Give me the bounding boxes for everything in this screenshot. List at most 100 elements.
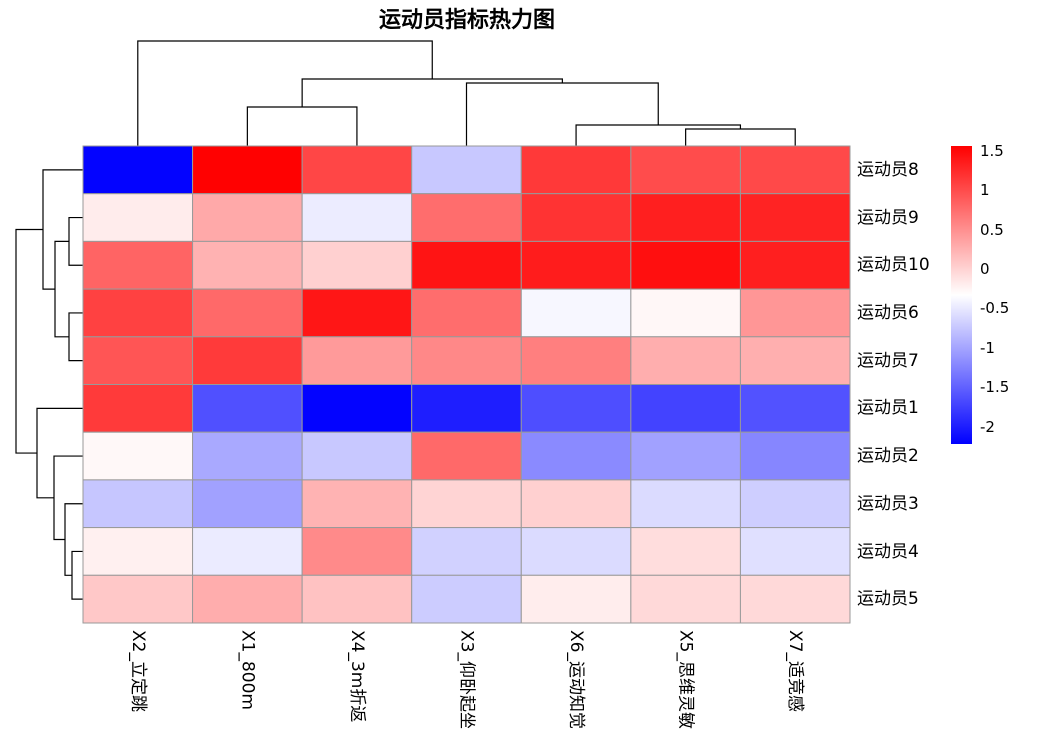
heatmap-cell: [192, 527, 303, 576]
column-dendrogram: [137, 40, 796, 146]
heatmap-cell: [520, 145, 632, 195]
heatmap-cell: [630, 384, 741, 433]
row-dendrogram-link: [71, 550, 83, 600]
heatmap-cell: [411, 431, 522, 481]
row-label: 运动员10: [857, 255, 930, 276]
column-label: X3_仰卧起坐: [456, 630, 477, 729]
row-label: 运动员7: [857, 350, 919, 371]
heatmap-cell: [82, 145, 194, 195]
heatmap-cell: [192, 574, 303, 624]
heatmap-cell: [192, 240, 303, 290]
heatmap-cell: [520, 574, 632, 624]
heatmap-cell: [520, 527, 632, 576]
row-label: 运动员8: [857, 159, 919, 180]
heatmap-cell: [301, 288, 413, 338]
heatmap-cell: [739, 431, 851, 481]
heatmap-cell: [301, 240, 413, 290]
heatmap-cell: [82, 384, 194, 433]
heatmap-cell: [739, 479, 851, 529]
column-label: X7_适竞感: [785, 630, 806, 712]
column-dendrogram-link: [137, 40, 433, 146]
column-dendrogram-link: [685, 128, 796, 146]
column-label: X2_立定跳: [127, 630, 148, 712]
column-dendrogram-link: [465, 82, 659, 146]
row-dendrogram-link: [15, 228, 43, 454]
heatmap-cell: [301, 145, 413, 195]
heatmap-cell: [192, 288, 303, 338]
heatmap-cell: [411, 145, 522, 195]
heatmap-cell: [630, 193, 741, 242]
legend-tick-label: 1.5: [980, 141, 1004, 160]
heatmap-cell: [301, 574, 413, 624]
heatmap-cell: [739, 527, 851, 576]
heatmap-cell: [630, 240, 741, 290]
heatmap-cell: [411, 527, 522, 576]
heatmap-cell: [192, 384, 303, 433]
heatmap-cell: [739, 384, 851, 433]
heatmap-cell: [301, 479, 413, 529]
heatmap-cell: [520, 288, 632, 338]
heatmap-cell: [82, 336, 194, 385]
heatmap-cell: [411, 288, 522, 338]
heatmap-cell: [301, 336, 413, 385]
heatmap-cell: [739, 574, 851, 624]
heatmap-cell: [630, 336, 741, 385]
row-label: 运动员4: [857, 541, 919, 562]
row-label: 运动员1: [857, 398, 919, 419]
heatmap-cell: [192, 431, 303, 481]
heatmap-cell: [520, 479, 632, 529]
heatmap-cell: [192, 145, 303, 195]
legend-color-bar: [951, 146, 972, 444]
heatmap-cell: [82, 431, 194, 481]
heatmap-cell: [630, 145, 741, 195]
row-label: 运动员2: [857, 446, 919, 467]
heatmap-cell: [301, 431, 413, 481]
heatmap-cell: [192, 193, 303, 242]
heatmap-cell: [411, 336, 522, 385]
heatmap-cell: [192, 336, 303, 385]
row-dendrogram-link: [54, 240, 69, 338]
heatmap-cell: [739, 145, 851, 195]
legend-tick-label: 0: [980, 260, 990, 278]
row-dendrogram-link: [42, 169, 83, 290]
row-dendrogram-link: [64, 503, 83, 576]
heatmap-cell: [411, 574, 522, 624]
row-label: 运动员5: [857, 589, 919, 610]
heatmap-cell: [301, 527, 413, 576]
heatmap-cell: [520, 240, 632, 290]
heatmap-cell: [411, 479, 522, 529]
row-dendrogram-link: [68, 312, 83, 362]
heatmap-cell: [520, 431, 632, 481]
heatmap-cell: [630, 527, 741, 576]
row-dendrogram: [15, 169, 83, 600]
heatmap-cell: [301, 193, 413, 242]
heatmap-cell: [411, 384, 522, 433]
heatmap-cell: [411, 193, 522, 242]
heatmap-cell: [739, 240, 851, 290]
heatmap-cell: [630, 479, 741, 529]
legend-tick-label: 0.5: [980, 220, 1004, 239]
legend-tick-label: -2: [980, 417, 995, 436]
heatmap-cell: [82, 240, 194, 290]
column-label: X4_3m折返: [346, 630, 367, 723]
row-dendrogram-link: [53, 455, 83, 541]
legend-tick-label: -1.5: [980, 378, 1010, 397]
heatmap-cell: [520, 193, 632, 242]
heatmap-cell: [192, 479, 303, 529]
chart-title: 运动员指标热力图: [378, 8, 555, 33]
heatmap-cell: [82, 574, 194, 624]
column-dendrogram-link: [246, 106, 358, 146]
heatmap-cells: [82, 145, 851, 624]
heatmap-cell: [520, 336, 632, 385]
heatmap-cell: [82, 527, 194, 576]
legend-tick-label: -1: [980, 338, 995, 357]
heatmap-cell: [739, 288, 851, 338]
heatmap-cell: [411, 240, 522, 290]
row-label: 运动员6: [857, 303, 919, 323]
row-dendrogram-link: [68, 216, 83, 266]
color-legend: [951, 146, 972, 444]
column-dendrogram-link: [575, 124, 742, 146]
legend-tick-label: 1: [980, 181, 990, 200]
heatmap-cell: [630, 288, 741, 338]
